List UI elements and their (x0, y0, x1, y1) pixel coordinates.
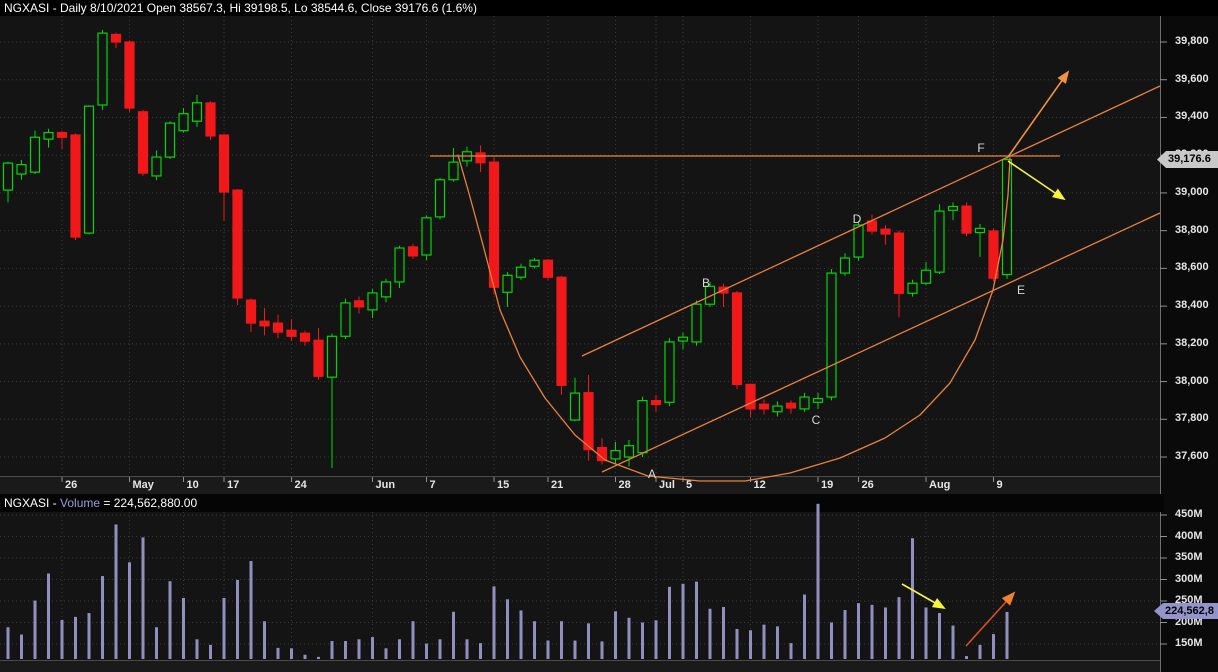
price-axis-label: 38,800 (1175, 223, 1209, 236)
date-axis-label: May (132, 479, 154, 491)
volume-title-word: Volume (60, 496, 101, 510)
date-axis-label: 24 (294, 479, 307, 491)
price-axis-label: 38,200 (1175, 336, 1209, 349)
price-axis-label: 39,400 (1175, 110, 1209, 123)
date-axis-label: 12 (753, 479, 766, 491)
date-axis-label: 21 (551, 479, 564, 491)
date-axis-label: 28 (618, 479, 631, 491)
price-axis-label: 38,600 (1175, 261, 1209, 274)
volume-title-bar: NGXASI - Volume = 224,562,880.00 (0, 494, 1164, 512)
date-axis-label: Jun (375, 479, 396, 491)
price-scale-axis[interactable]: 39,80039,60039,40039,20039,00038,80038,6… (1160, 0, 1218, 672)
date-axis-label: Aug (929, 479, 951, 491)
date-axis-label: 7 (429, 479, 436, 491)
date-axis-label: 19 (821, 479, 834, 491)
price-axis-label: 39,800 (1175, 35, 1209, 47)
volume-axis-label: 400M (1175, 529, 1203, 542)
price-axis-label: 39,600 (1175, 72, 1209, 85)
price-axis-label: 37,600 (1175, 450, 1209, 463)
date-axis[interactable]: 26 May 10 17 24 Jun 7 15 21 28 Jul 5 12 19 26 Aug 9 (0, 476, 1160, 496)
price-pane[interactable] (0, 16, 1160, 476)
last-price-value: 39,176.6 (1168, 153, 1211, 165)
last-volume-tag: 224,562,8 (1154, 603, 1218, 619)
price-axis-label: 38,000 (1175, 374, 1209, 387)
last-volume-value: 224,562,8 (1165, 605, 1214, 617)
price-axis-label: 39,000 (1175, 185, 1209, 198)
date-axis-label: 26 (861, 479, 874, 491)
volume-title-prefix: NGXASI - (4, 496, 61, 510)
chart-title: NGXASI - Daily 8/10/2021 Open 38567.3, H… (4, 1, 477, 15)
volume-axis-label: 300M (1175, 572, 1203, 585)
volume-pane[interactable] (0, 512, 1160, 660)
volume-title-value: = 224,562,880.00 (100, 496, 198, 510)
date-axis-label: Jul (659, 479, 675, 491)
date-axis-label: 17 (227, 479, 240, 491)
date-axis-label: 15 (497, 479, 510, 491)
price-axis-label: 38,400 (1175, 299, 1209, 312)
chart-title-bar: NGXASI - Daily 8/10/2021 Open 38567.3, H… (0, 0, 1218, 16)
bottom-strip (0, 660, 1218, 672)
volume-axis-label: 450M (1175, 508, 1203, 520)
last-price-tag: 39,176.6 (1157, 151, 1218, 168)
date-axis-label: 26 (65, 479, 78, 491)
volume-axis-label: 350M (1175, 551, 1203, 563)
volume-axis-label: 150M (1175, 637, 1203, 649)
date-axis-label: 9 (996, 479, 1003, 491)
date-axis-label: 10 (186, 479, 199, 491)
price-axis-label: 37,800 (1175, 412, 1209, 425)
date-axis-label: 5 (686, 479, 693, 491)
